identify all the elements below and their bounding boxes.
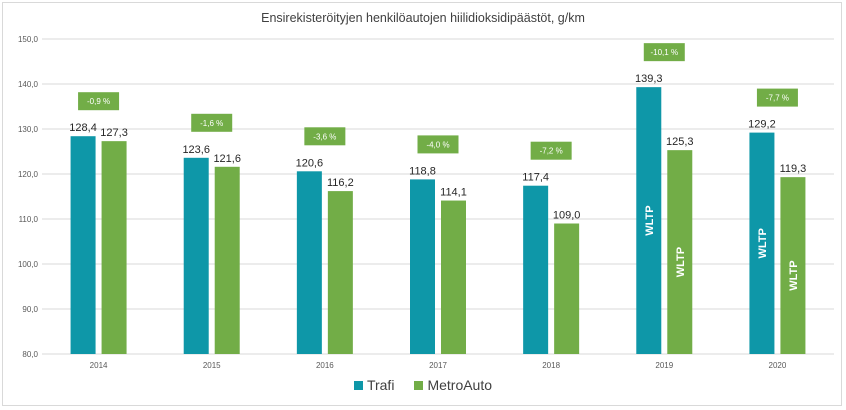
difference-callout-label: -1,6 % <box>200 119 223 128</box>
y-axis-ticks: 80,0 90,0 100,0 110,0 120,0 130,0 140,0 150,0 <box>18 35 39 359</box>
y-tick-label: 140,0 <box>18 80 39 89</box>
data-label: 109,0 <box>553 210 581 222</box>
legend-label-trafi: Trafi <box>366 377 395 393</box>
data-label: 123,6 <box>182 144 210 156</box>
bar-metroauto-2016 <box>327 191 353 354</box>
difference-callout-box <box>417 135 459 154</box>
data-label: 129,2 <box>748 119 776 131</box>
bar-annotation: WLTP <box>757 228 769 258</box>
bars: WLTP WLTP WLTP WLTP <box>70 87 806 355</box>
data-label: 127,3 <box>100 127 128 139</box>
data-label: 128,4 <box>69 122 97 134</box>
legend-item-metroauto: MetroAuto <box>414 377 492 393</box>
bar-trafi-2018 <box>523 185 549 354</box>
y-tick-label: 100,0 <box>18 260 39 269</box>
legend-swatch-trafi <box>353 380 363 390</box>
y-tick-label: 80,0 <box>22 350 38 359</box>
difference-callout-label: -7,7 % <box>766 94 789 103</box>
bar-metroauto-2014 <box>101 141 127 354</box>
data-label: 117,4 <box>522 172 549 184</box>
data-label: 139,3 <box>635 73 663 85</box>
data-label: 119,3 <box>780 163 807 175</box>
data-label: 118,8 <box>409 165 436 177</box>
bar-trafi-2019 <box>636 87 662 355</box>
bar-annotation: WLTP <box>644 205 656 235</box>
data-label: 116,2 <box>327 177 354 189</box>
difference-callout-label: -0,9 % <box>87 97 110 106</box>
x-tick-label: 2018 <box>542 361 560 370</box>
x-tick-label: 2019 <box>655 361 673 370</box>
bar-trafi-2020 <box>749 132 775 354</box>
x-axis-ticks: 2014 2015 2016 2017 2018 2019 2020 <box>90 361 787 370</box>
legend-label-metroauto: MetroAuto <box>427 377 493 393</box>
difference-callouts: -0,9 % -1,6 % -3,6 % -4,0 % -7,2 % -10,1 % -7,… <box>78 43 798 160</box>
x-tick-label: 2016 <box>316 361 334 370</box>
data-label: 121,6 <box>213 153 241 165</box>
bar-trafi-2017 <box>410 179 435 354</box>
data-label: 125,3 <box>666 136 694 148</box>
y-tick-label: 130,0 <box>18 125 39 134</box>
x-tick-label: 2015 <box>203 361 221 370</box>
x-tick-label: 2017 <box>429 361 447 370</box>
data-label: 114,1 <box>440 187 467 199</box>
bar-trafi-2014 <box>70 136 96 354</box>
x-tick-label: 2014 <box>90 361 108 370</box>
y-tick-label: 150,0 <box>18 35 39 44</box>
difference-callout-box <box>191 113 233 132</box>
bar-trafi-2016 <box>296 171 322 354</box>
difference-callout-box <box>756 88 798 107</box>
bar-annotation: WLTP <box>675 247 687 277</box>
difference-callout-box <box>530 141 572 160</box>
bar-trafi-2015 <box>183 157 209 354</box>
bar-metroauto-2018 <box>554 223 580 354</box>
difference-callout-box <box>78 92 120 111</box>
y-tick-label: 90,0 <box>22 305 38 314</box>
legend-swatch-metroauto <box>414 380 424 390</box>
data-label: 120,6 <box>296 157 324 169</box>
difference-callout-label: -4,0 % <box>426 140 449 149</box>
difference-callout-label: -7,2 % <box>540 147 563 156</box>
y-tick-label: 110,0 <box>19 215 39 224</box>
difference-callout-label: -3,6 % <box>313 132 336 141</box>
difference-callout-box <box>304 127 346 146</box>
legend-item-trafi: Trafi <box>353 377 395 393</box>
chart-title: Ensirekisteröityjen henkilöautojen hiili… <box>261 11 585 25</box>
bar-metroauto-2019 <box>667 150 693 354</box>
difference-callout-label: -10,1 % <box>650 48 678 57</box>
legend: Trafi MetroAuto <box>0 377 846 393</box>
bar-metroauto-2017 <box>441 200 466 354</box>
bar-annotation: WLTP <box>788 260 800 290</box>
difference-callout-box <box>643 43 685 62</box>
x-tick-label: 2020 <box>769 361 787 370</box>
bar-metroauto-2020 <box>780 177 806 354</box>
y-tick-label: 120,0 <box>18 170 39 179</box>
bar-metroauto-2015 <box>214 166 240 354</box>
gridlines <box>42 38 834 355</box>
